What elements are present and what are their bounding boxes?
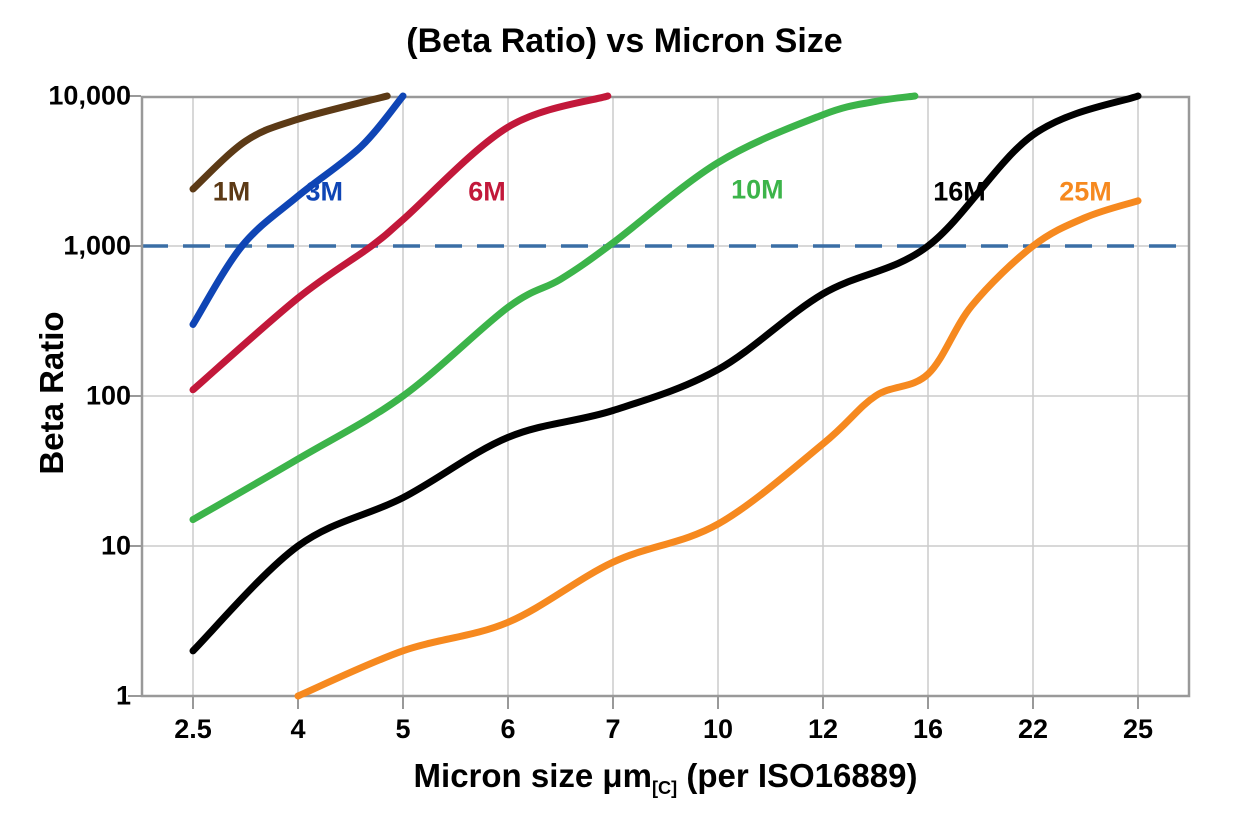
series-label-6m: 6M bbox=[468, 176, 506, 207]
y-tick-label: 10 bbox=[100, 530, 131, 561]
y-tick-label: 100 bbox=[85, 380, 131, 411]
curve-1m bbox=[189, 92, 391, 193]
curve-10m bbox=[189, 92, 919, 524]
x-tick-label: 22 bbox=[1017, 714, 1049, 744]
x-tick-label: 16 bbox=[912, 714, 944, 744]
y-tick-label: 1,000 bbox=[63, 230, 131, 261]
series-label-16m: 16M bbox=[933, 176, 986, 207]
series-label-1m: 1M bbox=[212, 176, 251, 207]
curve-25m bbox=[294, 197, 1142, 700]
curve-6m bbox=[189, 92, 612, 394]
x-tick-label: 12 bbox=[807, 714, 839, 744]
axis-tick-marks bbox=[128, 95, 1139, 709]
curve-16m bbox=[189, 92, 1142, 655]
x-tick-label: 10 bbox=[702, 714, 734, 744]
x-axis-title-main: Micron size μm bbox=[413, 757, 652, 794]
x-tick-label: 5 bbox=[395, 714, 411, 744]
chart-title: (Beta Ratio) vs Micron Size bbox=[406, 22, 843, 60]
x-tick-label: 4 bbox=[290, 714, 306, 744]
curves bbox=[189, 92, 1142, 700]
plot-border bbox=[140, 95, 1191, 698]
series-label-10m: 10M bbox=[731, 174, 784, 205]
curve-3m bbox=[189, 92, 407, 328]
x-tick-label: 7 bbox=[605, 714, 621, 744]
x-axis-title-subscript: [C] bbox=[651, 777, 678, 798]
y-tick-label: 1 bbox=[115, 680, 131, 711]
y-tick-label: 10,000 bbox=[48, 80, 131, 111]
series-label-3m: 3M bbox=[305, 176, 344, 207]
plot-area bbox=[128, 92, 1191, 709]
series-label-25m: 25M bbox=[1059, 176, 1112, 207]
x-tick-label: 2.5 bbox=[174, 714, 212, 744]
x-tick-label: 6 bbox=[500, 714, 516, 744]
x-tick-label: 25 bbox=[1122, 714, 1154, 744]
x-axis-title: Micron size μm[C] (per ISO16889) bbox=[141, 757, 1190, 798]
x-axis-title-suffix: (per ISO16889) bbox=[677, 757, 918, 794]
